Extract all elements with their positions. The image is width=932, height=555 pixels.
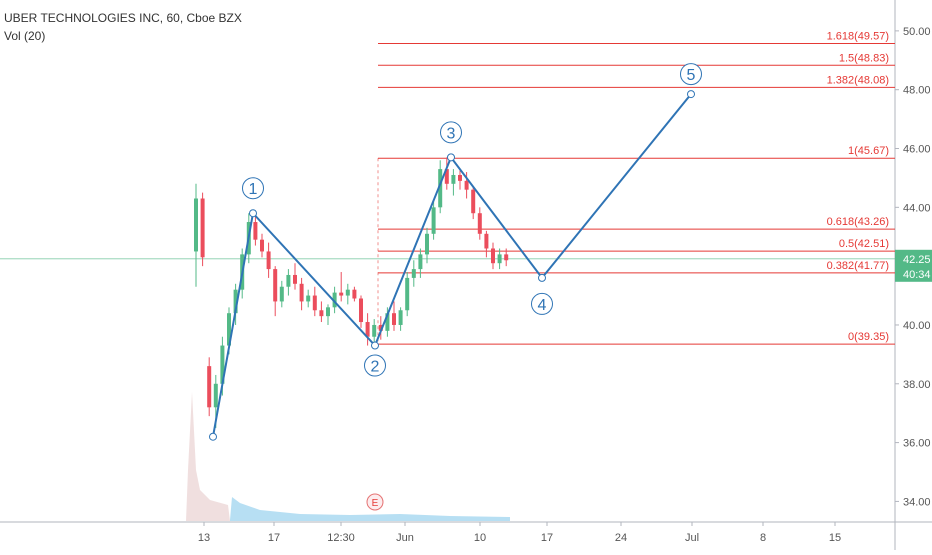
candle-body — [233, 289, 238, 314]
wave-label-circle — [440, 121, 462, 144]
candle-body — [458, 174, 462, 181]
candle-body — [491, 248, 495, 264]
candle-body — [306, 295, 311, 302]
candle-body — [326, 307, 330, 317]
x-tick-label: 17 — [541, 532, 553, 544]
candle-body — [471, 189, 476, 214]
wave-label-circle — [242, 177, 264, 200]
candle-body — [431, 207, 436, 234]
candle-body — [200, 198, 205, 258]
wave-point — [371, 341, 379, 350]
y-tick-label: 44.00 — [903, 202, 931, 214]
x-tick-label: 12:30 — [327, 532, 355, 544]
candle-body — [405, 277, 410, 311]
candle-body — [312, 295, 317, 311]
wave-point — [447, 153, 455, 162]
fib-label: 0.5(42.51) — [839, 238, 889, 250]
x-tick-label: 10 — [474, 532, 486, 544]
candle-body — [392, 313, 396, 325]
fib-label: 1.618(49.57) — [827, 31, 889, 43]
fib-label: 1.5(48.83) — [839, 52, 889, 64]
candle-body — [339, 292, 344, 296]
last-price-label: 42.25 — [903, 254, 931, 266]
wave-label-circle — [531, 292, 553, 315]
fib-label: 0(39.35) — [848, 331, 889, 343]
candle-body — [227, 313, 231, 346]
price-badge — [895, 249, 932, 282]
volume-area — [186, 392, 510, 521]
candle-body — [345, 289, 350, 296]
x-tick-label: 24 — [615, 532, 627, 544]
fib-label: 0.618(43.26) — [827, 216, 889, 228]
wave-label: 5 — [687, 67, 696, 84]
x-tick-label: 8 — [760, 532, 766, 544]
candle-body — [253, 222, 258, 240]
candle-body — [365, 322, 370, 337]
fib-label: 0.382(41.77) — [827, 260, 889, 272]
y-tick-label: 40.00 — [903, 320, 931, 332]
candle-body — [194, 198, 198, 252]
wave-point — [538, 273, 546, 282]
event-label: E — [372, 498, 379, 509]
wave-label-circle — [364, 354, 386, 377]
candle-body — [220, 345, 225, 384]
x-tick-label: 15 — [829, 532, 841, 544]
x-tick-label: 13 — [198, 532, 210, 544]
wave-label: 3 — [447, 125, 456, 142]
candle-body — [372, 324, 377, 337]
x-tick-label: Jul — [685, 532, 699, 544]
candle-body — [352, 289, 357, 299]
candle-body — [398, 310, 403, 325]
candle-body — [266, 251, 271, 270]
y-tick-label: 48.00 — [903, 85, 931, 97]
wave-line — [212, 93, 692, 437]
wave-label: 2 — [371, 359, 380, 376]
wave-label: 4 — [538, 297, 547, 314]
y-tick-label: 46.00 — [903, 144, 931, 156]
candle-body — [319, 310, 324, 317]
candle-body — [385, 313, 390, 331]
candle-body — [444, 169, 449, 184]
candle-body — [477, 213, 482, 234]
candle-body — [438, 169, 443, 208]
candle-body — [213, 383, 218, 408]
candle-body — [378, 324, 383, 331]
candle-body — [332, 292, 337, 308]
candle-body — [484, 233, 489, 249]
candle-body — [359, 298, 363, 323]
x-tick-label: Jun — [396, 532, 414, 544]
candle-body — [497, 254, 502, 264]
candle-body — [273, 269, 278, 302]
fib-label: 1(45.67) — [848, 145, 889, 157]
candle-body — [411, 269, 416, 278]
candle-body — [425, 233, 429, 255]
candle-body — [299, 283, 304, 302]
candle-body — [504, 254, 509, 261]
candle-body — [279, 286, 284, 302]
y-tick-label: 38.00 — [903, 379, 931, 391]
event-marker — [366, 493, 384, 511]
y-tick-label: 34.00 — [903, 496, 931, 508]
y-tick-label: 50.00 — [903, 26, 931, 38]
wave-point — [209, 432, 217, 441]
candle-body — [464, 180, 469, 190]
y-tick-label: 36.00 — [903, 438, 931, 450]
wave-label-circle — [680, 63, 702, 86]
wave-point — [687, 90, 695, 99]
candle-body — [260, 239, 264, 252]
fib-label: 1.382(48.08) — [827, 74, 889, 86]
chart-title: UBER TECHNOLOGIES INC, 60, Cboe BZX — [4, 11, 242, 25]
x-tick-label: 17 — [268, 532, 280, 544]
candle-body — [293, 274, 297, 284]
candle-body — [207, 366, 212, 408]
candle-body — [418, 254, 423, 270]
candle-body — [286, 274, 291, 287]
indicator-label: Vol (20) — [4, 29, 45, 43]
countdown-label: 40:34 — [903, 269, 931, 281]
candle-body — [451, 174, 456, 184]
wave-point — [249, 209, 257, 218]
wave-label: 1 — [249, 181, 258, 198]
